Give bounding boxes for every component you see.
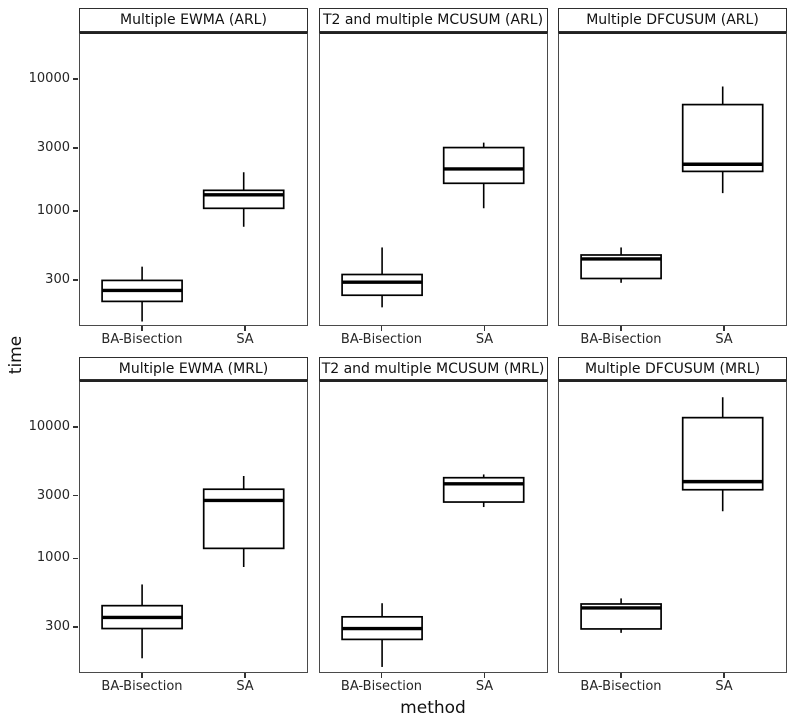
x-tick-mark	[141, 673, 143, 678]
facet-panel-canvas	[340, 142, 525, 308]
facet-strip: Multiple EWMA (MRL)	[79, 357, 308, 380]
box-iqr	[202, 189, 285, 210]
y-tick-mark	[73, 279, 78, 281]
x-tick-label: BA-Bisection	[101, 332, 183, 347]
box-iqr	[202, 488, 285, 550]
facet-strip: T2 and multiple MCUSUM (ARL)	[318, 8, 548, 32]
x-tick-mark	[380, 673, 383, 678]
box-iqr	[580, 254, 662, 280]
box-iqr	[442, 476, 525, 503]
box-iqr	[681, 103, 764, 173]
x-axis-title: method	[400, 698, 466, 718]
facet-panel-canvas	[580, 397, 764, 633]
x-tick-label: BA-Bisection	[580, 679, 662, 694]
facet-strip: T2 and multiple MCUSUM (MRL)	[318, 357, 548, 380]
facet-strip: Multiple DFCUSUM (MRL)	[558, 357, 787, 380]
facet-panel	[79, 32, 308, 326]
boxplot-ba-bisection	[101, 266, 183, 322]
y-tick-label: 10000	[28, 419, 70, 434]
x-tick-mark	[620, 326, 622, 331]
facet-strip-title: Multiple EWMA (ARL)	[120, 12, 267, 28]
x-tick-label: SA	[715, 332, 733, 347]
x-tick-mark	[723, 326, 725, 331]
x-tick-mark	[141, 326, 143, 331]
x-tick-label: SA	[475, 679, 494, 694]
y-tick-label: 3000	[36, 487, 70, 503]
y-tick-label: 3000	[36, 140, 70, 156]
y-axis-title: time	[6, 335, 26, 375]
x-tick-label: SA	[236, 679, 254, 694]
facet-panel	[318, 32, 548, 326]
x-tick-label: BA-Bisection	[340, 679, 423, 694]
facet-strip-title: Multiple DFCUSUM (ARL)	[586, 12, 759, 28]
boxplot-ba-bisection	[580, 247, 662, 283]
boxplot-ba-bisection	[340, 603, 423, 667]
boxplot-ba-bisection	[101, 584, 183, 659]
facet-strip-title: T2 and multiple MCUSUM (ARL)	[322, 12, 544, 28]
facet-panel	[79, 380, 308, 673]
facet-panel	[558, 32, 787, 326]
y-tick-label: 10000	[28, 71, 70, 87]
boxplot-ba-bisection	[580, 598, 662, 633]
boxplot-sa	[681, 397, 764, 512]
y-tick-label: 1000	[36, 550, 70, 566]
boxplot-sa	[681, 86, 764, 194]
boxplot-sa	[442, 142, 525, 209]
facet-strip: Multiple EWMA (ARL)	[79, 8, 308, 32]
facet-panel	[558, 380, 787, 673]
box-iqr	[340, 273, 423, 297]
x-tick-mark	[723, 673, 725, 678]
y-tick-label: 300	[45, 619, 70, 635]
box-iqr	[442, 146, 525, 185]
facet-panel-canvas	[101, 172, 285, 322]
y-tick-mark	[73, 494, 78, 497]
facet-panel-canvas	[340, 474, 525, 667]
x-tick-mark	[244, 673, 246, 678]
y-tick-label: 1000	[36, 202, 70, 218]
y-tick-mark	[73, 426, 78, 428]
box-iqr	[681, 416, 764, 491]
boxplot-sa	[202, 172, 285, 227]
facet-panel	[318, 380, 548, 673]
x-tick-mark	[380, 326, 383, 331]
facet-strip-title: T2 and multiple MCUSUM (MRL)	[321, 360, 545, 377]
x-tick-label: SA	[715, 679, 733, 694]
x-tick-label: SA	[236, 332, 254, 347]
y-tick-mark	[73, 210, 78, 212]
x-tick-mark	[244, 326, 246, 331]
facet-strip-title: Multiple DFCUSUM (MRL)	[584, 360, 761, 377]
x-tick-mark	[620, 673, 622, 678]
facet-panel-canvas	[101, 475, 285, 659]
x-tick-mark	[483, 673, 486, 678]
boxplot-ba-bisection	[340, 247, 423, 308]
facet-strip: Multiple DFCUSUM (ARL)	[558, 8, 787, 32]
y-tick-mark	[73, 147, 78, 149]
y-tick-mark	[73, 78, 78, 80]
x-tick-mark	[483, 326, 486, 331]
x-tick-label: BA-Bisection	[580, 332, 662, 347]
facet-strip-title: Multiple EWMA (MRL)	[118, 360, 269, 377]
y-tick-mark	[73, 557, 78, 560]
boxplot-sa	[202, 475, 285, 568]
x-tick-label: BA-Bisection	[101, 679, 183, 694]
x-tick-label: BA-Bisection	[340, 332, 423, 347]
y-tick-mark	[73, 626, 78, 628]
x-tick-label: SA	[475, 332, 494, 347]
boxplot-sa	[442, 474, 525, 508]
y-tick-label: 300	[45, 271, 70, 287]
facet-panel-canvas	[580, 86, 764, 283]
